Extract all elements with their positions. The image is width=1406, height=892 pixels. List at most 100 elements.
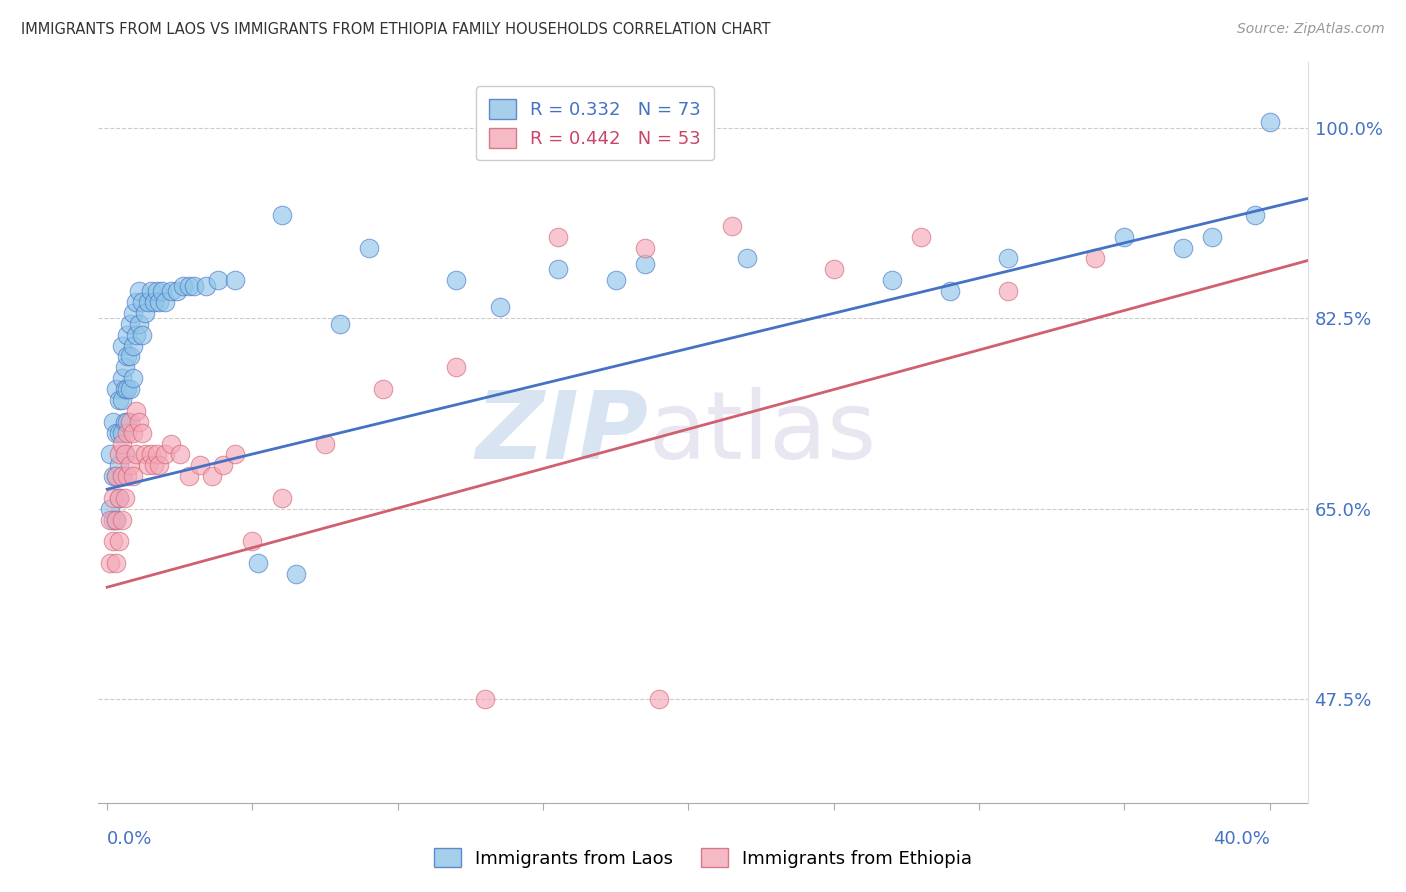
Point (212, 458, 235, 473)
Point (117, 382, 139, 396)
Point (145, 284, 167, 298)
Point (114, 415, 136, 429)
Point (910, 229, 932, 244)
Point (107, 447, 129, 461)
Point (111, 469, 134, 483)
Point (735, 252, 758, 266)
Point (117, 415, 139, 429)
Point (201, 469, 224, 483)
Point (104, 513, 127, 527)
Point (104, 382, 127, 396)
Text: Source: ZipAtlas.com: Source: ZipAtlas.com (1237, 22, 1385, 37)
Point (120, 458, 142, 473)
Point (160, 284, 183, 298)
Point (122, 371, 145, 385)
Point (104, 469, 127, 483)
Point (183, 278, 205, 293)
Point (120, 415, 142, 429)
Point (128, 317, 150, 331)
Point (134, 447, 156, 461)
Point (111, 338, 134, 352)
Point (101, 534, 124, 549)
Point (111, 469, 134, 483)
Point (373, 382, 395, 396)
Point (114, 491, 136, 505)
Point (104, 513, 127, 527)
Point (880, 273, 903, 287)
Point (122, 425, 145, 440)
Point (997, 284, 1019, 298)
Text: IMMIGRANTS FROM LAOS VS IMMIGRANTS FROM ETHIOPIA FAMILY HOUSEHOLDS CORRELATION C: IMMIGRANTS FROM LAOS VS IMMIGRANTS FROM … (21, 22, 770, 37)
Point (107, 491, 129, 505)
Point (172, 278, 194, 293)
Point (270, 208, 292, 222)
Point (98, 501, 121, 516)
Point (104, 469, 127, 483)
Point (314, 436, 336, 450)
Point (139, 284, 162, 298)
Point (111, 392, 134, 407)
Point (122, 338, 145, 352)
Point (155, 295, 177, 310)
Point (1258, 115, 1281, 129)
Point (114, 360, 136, 375)
Point (120, 317, 142, 331)
Text: ZIP: ZIP (475, 386, 648, 479)
Point (721, 219, 744, 233)
Point (117, 425, 139, 440)
Point (98, 513, 121, 527)
Point (131, 295, 153, 310)
Point (142, 458, 165, 473)
Point (634, 241, 657, 255)
Point (114, 447, 136, 461)
Point (823, 262, 845, 277)
Point (444, 273, 467, 287)
Point (145, 447, 167, 461)
Point (194, 278, 217, 293)
Point (177, 469, 200, 483)
Text: 40.0%: 40.0% (1213, 830, 1270, 848)
Point (134, 306, 156, 320)
Legend: Immigrants from Laos, Immigrants from Ethiopia: Immigrants from Laos, Immigrants from Et… (423, 837, 983, 879)
Point (128, 415, 150, 429)
Point (997, 252, 1019, 266)
Point (111, 425, 134, 440)
Point (357, 241, 380, 255)
Point (207, 273, 229, 287)
Point (136, 295, 159, 310)
Point (128, 284, 150, 298)
Point (125, 447, 148, 461)
Legend: R = 0.332   N = 73, R = 0.442   N = 53: R = 0.332 N = 73, R = 0.442 N = 53 (477, 87, 714, 161)
Point (224, 273, 246, 287)
Point (117, 327, 139, 342)
Point (122, 469, 145, 483)
Point (131, 327, 153, 342)
Point (474, 692, 496, 706)
Point (547, 262, 569, 277)
Point (444, 360, 467, 375)
Point (605, 273, 627, 287)
Point (114, 382, 136, 396)
Point (107, 491, 129, 505)
Point (488, 301, 510, 315)
Point (131, 425, 153, 440)
Point (101, 513, 124, 527)
Point (104, 425, 127, 440)
Point (101, 491, 124, 505)
Point (1114, 229, 1136, 244)
Point (111, 513, 134, 527)
Point (155, 447, 177, 461)
Point (648, 692, 671, 706)
Point (98, 447, 121, 461)
Point (169, 447, 191, 461)
Point (111, 371, 134, 385)
Point (939, 284, 962, 298)
Point (150, 284, 173, 298)
Point (285, 567, 308, 582)
Point (107, 425, 129, 440)
Point (329, 317, 352, 331)
Point (111, 436, 134, 450)
Point (270, 491, 292, 505)
Point (120, 382, 142, 396)
Point (634, 257, 657, 271)
